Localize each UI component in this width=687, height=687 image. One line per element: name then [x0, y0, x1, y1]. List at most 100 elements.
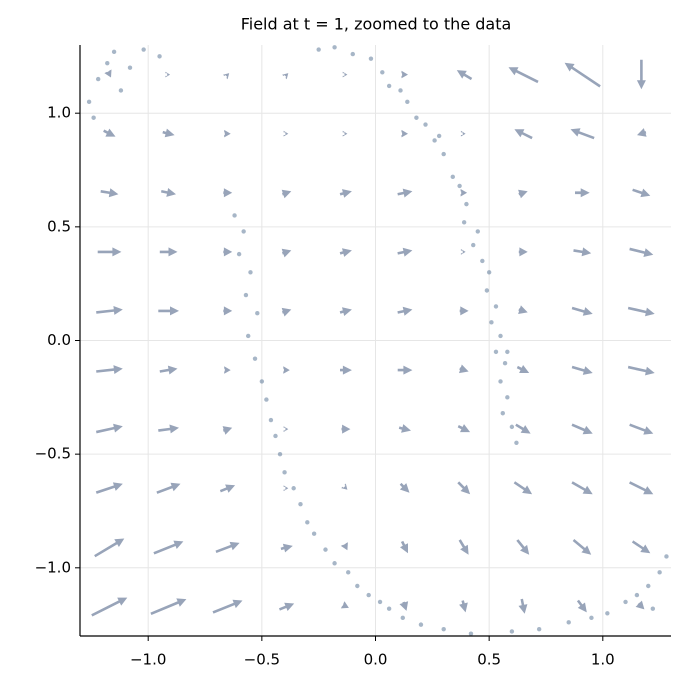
arrow — [281, 189, 292, 199]
arrow — [518, 189, 528, 199]
scatter-point — [311, 531, 317, 536]
scatter-point — [480, 258, 485, 264]
scatter-point — [298, 501, 303, 507]
arrow — [219, 484, 236, 493]
scatter-point — [264, 397, 269, 402]
arrow — [460, 130, 466, 137]
arrow — [96, 423, 123, 434]
arrow — [150, 598, 187, 615]
scatter-point — [141, 47, 146, 52]
scatter-point — [386, 83, 392, 89]
arrow — [631, 540, 651, 554]
arrow — [573, 247, 592, 257]
y-tick-label: 0.0 — [47, 331, 71, 349]
arrow — [459, 364, 469, 374]
scatter-point — [500, 411, 505, 416]
arrow — [629, 481, 654, 495]
arrow — [212, 599, 243, 614]
scatter-point — [323, 547, 328, 552]
arrow — [223, 306, 233, 316]
scatter-point — [498, 333, 503, 339]
x-tick-label: −0.5 — [244, 651, 280, 669]
arrow — [340, 365, 352, 375]
arrow — [508, 67, 539, 84]
arrow — [223, 247, 233, 257]
arrow — [401, 129, 408, 138]
scatter-point — [86, 99, 92, 105]
arrow — [159, 247, 178, 257]
arrow — [460, 189, 468, 197]
arrow — [571, 306, 593, 316]
scatter-point — [291, 486, 296, 491]
arrow — [397, 188, 413, 198]
scatter-point — [664, 554, 669, 559]
arrow — [282, 73, 289, 80]
arrow — [571, 423, 593, 435]
arrow — [571, 365, 593, 375]
scatter-point — [248, 270, 253, 275]
arrow — [516, 365, 530, 373]
arrow — [401, 70, 408, 79]
scatter-point — [232, 213, 237, 218]
arrow — [518, 598, 528, 614]
scatter-point — [268, 417, 274, 423]
arrow — [397, 365, 413, 375]
arrow — [632, 188, 651, 198]
scatter-point — [432, 138, 437, 143]
scatter-point — [475, 229, 480, 234]
arrow — [572, 539, 592, 555]
scatter-point — [118, 88, 124, 93]
scatter-point — [657, 570, 662, 575]
scatter-point — [105, 60, 110, 66]
scatter-point — [241, 229, 246, 234]
scatter-point — [536, 626, 542, 632]
arrow — [161, 188, 176, 197]
arrow — [518, 305, 528, 314]
scatter-point — [509, 424, 515, 430]
scatter-point — [368, 56, 374, 61]
scatter-point — [346, 570, 351, 575]
arrow — [635, 600, 645, 610]
scatter-point — [486, 270, 492, 275]
x-tick-label: 0.5 — [477, 651, 501, 669]
scatter-point — [457, 183, 462, 189]
arrow — [280, 543, 293, 553]
scatter-point — [414, 115, 419, 120]
arrow — [457, 481, 471, 495]
scatter-point — [332, 45, 337, 50]
arrow — [627, 365, 655, 376]
arrow — [518, 247, 528, 257]
arrow — [283, 366, 290, 374]
arrow — [97, 247, 122, 257]
arrow — [91, 597, 128, 617]
scatter-point — [259, 379, 265, 384]
y-tick-label: 0.5 — [47, 217, 71, 235]
x-tick-label: 1.0 — [591, 651, 615, 669]
scatter-point — [423, 122, 428, 127]
scatter-point — [441, 626, 446, 632]
scatter-point — [273, 433, 278, 439]
scatter-point — [91, 115, 96, 120]
scatter-point — [493, 304, 499, 309]
scatter-point — [380, 70, 385, 75]
arrow — [515, 423, 531, 434]
arrow — [514, 129, 533, 140]
y-tick-label: −0.5 — [35, 445, 71, 463]
arrow — [94, 538, 125, 558]
scatter-point — [246, 333, 251, 339]
arrow — [223, 188, 233, 198]
arrow — [400, 540, 408, 554]
scatter-point — [589, 615, 594, 621]
scatter-point — [277, 451, 283, 457]
arrow — [341, 483, 348, 490]
arrow — [342, 130, 348, 137]
scatter-point — [386, 606, 392, 611]
scatter-point — [95, 76, 101, 82]
scatter-point — [316, 47, 321, 52]
y-tick-label: 1.0 — [47, 104, 71, 122]
scatter-point — [405, 99, 410, 105]
arrow — [457, 424, 471, 433]
scatter-point — [461, 220, 467, 225]
arrow — [459, 306, 469, 316]
arrow — [460, 249, 466, 255]
